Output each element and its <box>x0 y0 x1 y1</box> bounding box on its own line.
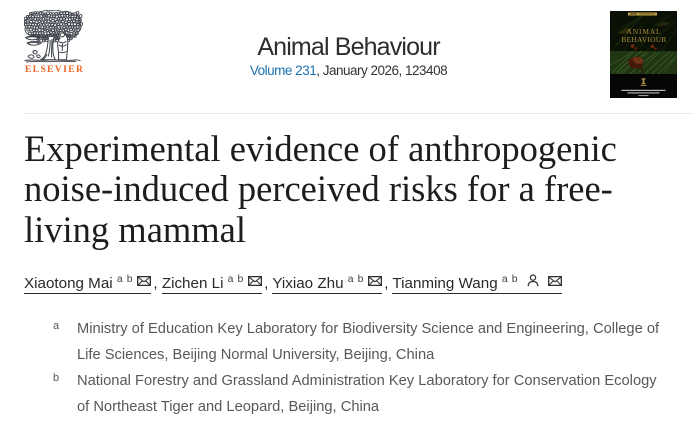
svg-text:ANIMAL: ANIMAL <box>627 26 662 35</box>
svg-text:BEHAVIOUR: BEHAVIOUR <box>621 35 666 44</box>
